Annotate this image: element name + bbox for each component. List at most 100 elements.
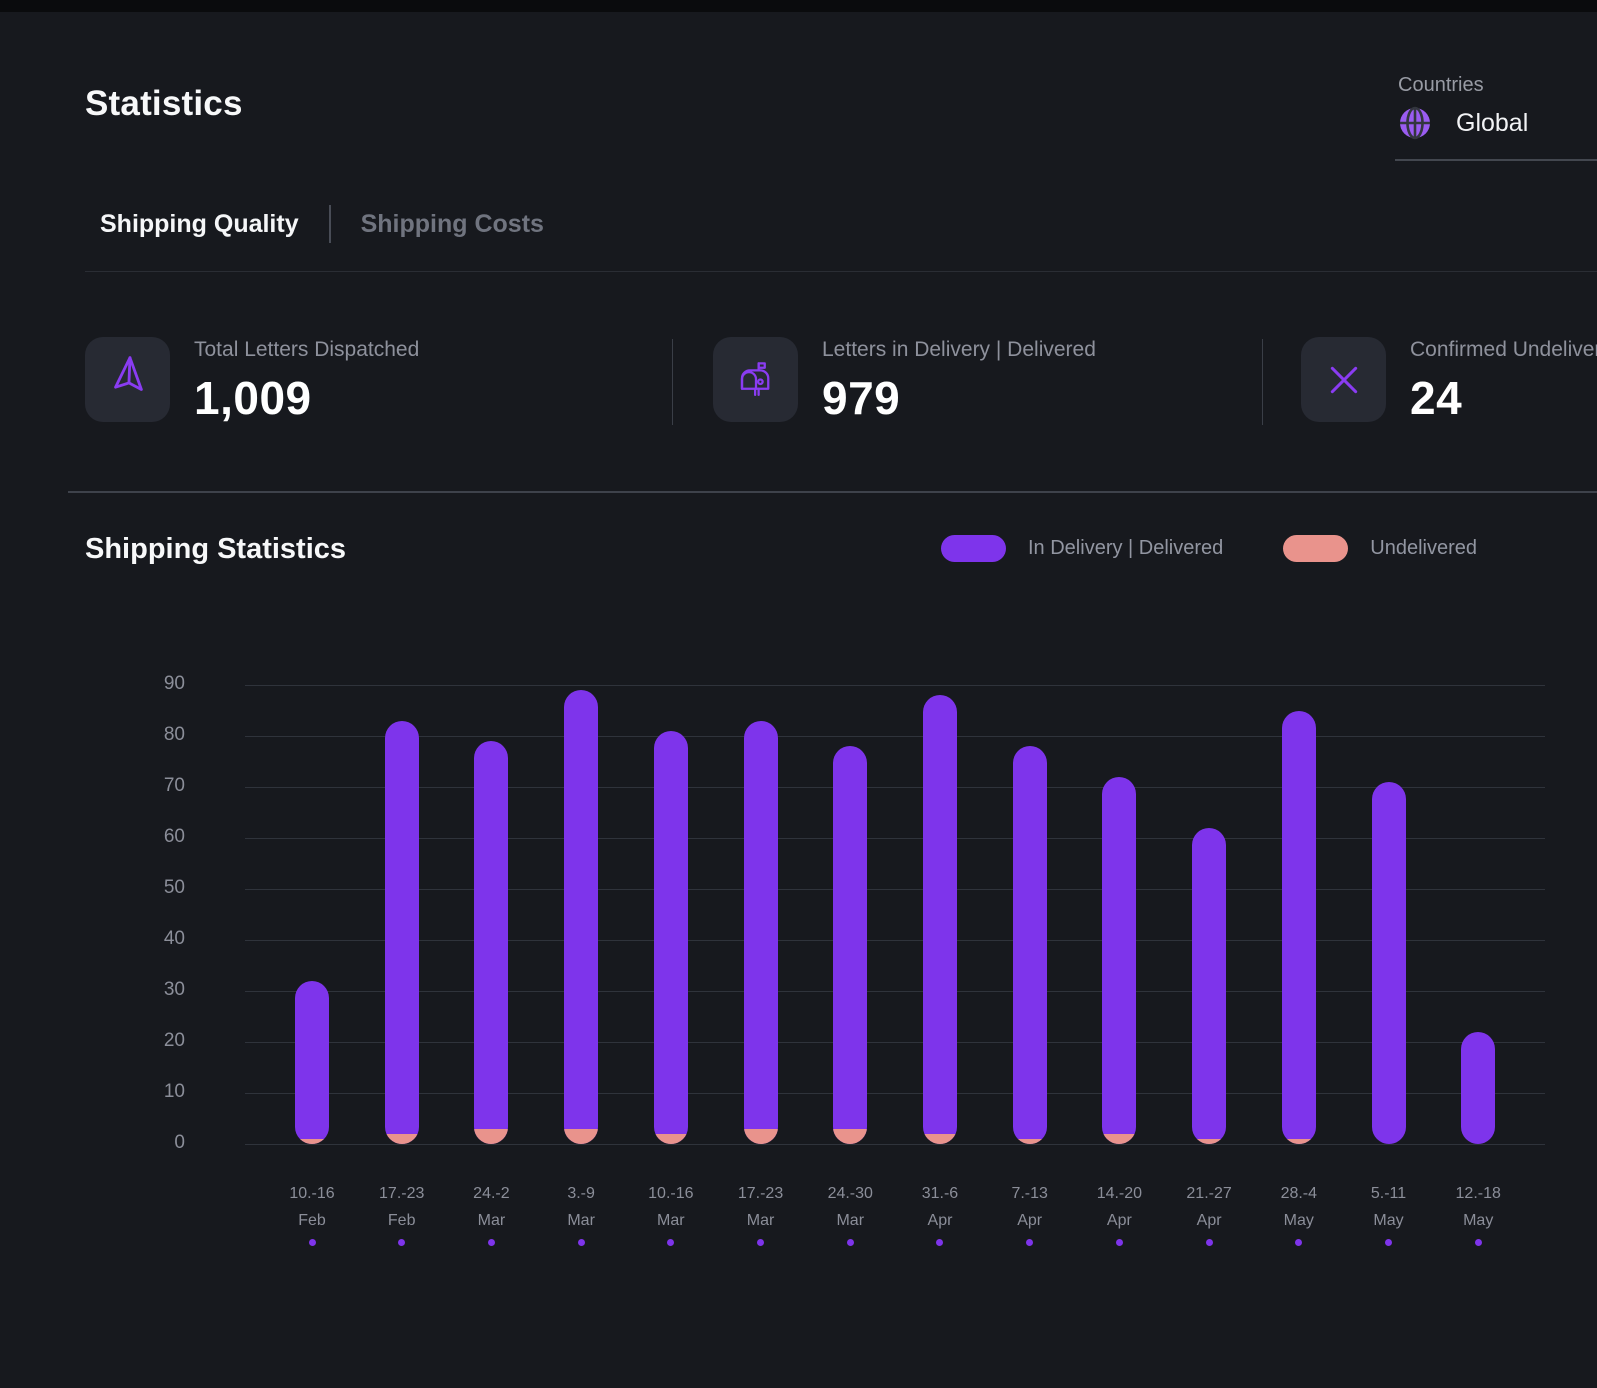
bar-undelivered-segment [1102,1133,1137,1144]
bar-5[interactable] [653,730,688,1144]
bar-14[interactable] [1461,1031,1496,1144]
bar-undelivered-segment [384,1133,419,1144]
week-dot [1295,1239,1303,1246]
x-axis-label: 21.-27 Apr [1186,1185,1232,1229]
week-dot [1115,1239,1123,1246]
y-axis-tick-label: 60 [163,826,185,847]
legend-label: Undelivered [1370,537,1477,559]
bar-undelivered-segment [295,1138,329,1144]
stat-value: 1,009 [194,372,312,424]
week-dot [308,1239,316,1246]
card-divider [1262,339,1263,425]
x-axis-label: 7.-13 Apr [1011,1185,1048,1229]
legend-item-delivered: In Delivery | Delivered [941,535,1223,562]
bar-undelivered-segment [833,1128,868,1144]
bar-undelivered-segment [564,1128,599,1144]
week-dot [1385,1239,1393,1246]
page-title: Statistics [85,84,243,123]
bar-11[interactable] [1192,827,1227,1144]
bar-1[interactable] [295,980,329,1144]
legend-item-undelivered: Undelivered [1283,535,1477,562]
gridline [245,837,1545,839]
bar-undelivered-segment [474,1128,509,1144]
x-axis-label: 10.-16 Mar [648,1185,694,1229]
window-top-strip [0,0,1597,12]
x-icon [1301,337,1386,422]
bar-undelivered-segment [1281,1138,1316,1144]
gridline [245,735,1545,737]
bar-4[interactable] [564,690,599,1144]
tab-bar: Shipping Quality Shipping Costs [100,205,544,243]
y-axis-tick-label: 80 [163,724,185,745]
y-axis-tick-label: 40 [163,928,185,949]
week-dot [846,1239,854,1246]
gridline [245,684,1545,686]
stat-card-in-delivery: Letters in Delivery | Delivered 979 [713,337,1096,425]
gridline [245,990,1545,992]
week-dot [667,1239,675,1246]
week-dot [1474,1239,1482,1246]
x-axis-label: 24.-2 Mar [473,1185,510,1229]
gridline [245,888,1545,890]
week-dot [398,1239,406,1246]
x-axis-label: 17.-23 Mar [737,1185,784,1229]
mailbox-icon [713,337,798,422]
bar-9[interactable] [1012,746,1047,1144]
legend-swatch-delivered [941,535,1006,562]
y-axis-tick-label: 10 [163,1081,185,1102]
bar-undelivered-segment [922,1133,957,1144]
bar-10[interactable] [1102,776,1137,1144]
legend-label: In Delivery | Delivered [1028,537,1224,559]
y-axis-tick-label: 70 [163,775,185,796]
bar-3[interactable] [474,741,509,1144]
chart-title: Shipping Statistics [85,533,347,565]
stat-card-undelivered: Confirmed Undelivered 24 [1301,337,1597,425]
x-axis-label: 10.-16 Feb [289,1185,335,1229]
y-axis-tick-label: 0 [174,1132,185,1153]
bar-2[interactable] [384,720,419,1144]
tabs-divider [85,271,1597,272]
bar-8[interactable] [922,695,957,1144]
stat-card-dispatched: Total Letters Dispatched 1,009 [85,337,419,425]
globe-icon [1396,104,1434,142]
countries-label: Countries [1398,74,1484,96]
stat-value: 979 [822,372,901,424]
week-dot [1205,1239,1213,1246]
send-icon [85,337,170,422]
bar-chart: 0 10 20 30 40 50 60 70 80 90 10.-16 Feb 17.-23 Feb 24.… [0,645,1597,1365]
bar-7[interactable] [833,746,868,1144]
week-dot [487,1239,495,1246]
stat-label: Total Letters Dispatched [194,338,420,361]
bar-13[interactable] [1371,781,1406,1144]
tab-shipping-costs[interactable]: Shipping Costs [360,209,544,238]
country-select[interactable]: Global [1396,104,1528,142]
x-axis-label: 24.-30 Mar [827,1185,873,1229]
x-axis-label: 3.-9 Mar [567,1185,595,1229]
chart-legend: In Delivery | Delivered Undelivered [941,535,1477,562]
x-axis-label: 5.-11 May [1370,1185,1407,1229]
bar-undelivered-segment [1192,1138,1227,1144]
x-axis-label: 28.-4 May [1280,1185,1318,1229]
week-dot [577,1239,585,1246]
bar-12[interactable] [1281,710,1316,1144]
y-axis-tick-label: 50 [163,877,185,898]
gridline [245,1143,1545,1145]
y-axis-tick-label: 90 [163,673,185,694]
country-value: Global [1456,108,1529,137]
card-divider [672,339,673,425]
week-dot [757,1239,765,1246]
bar-undelivered-segment [653,1133,688,1144]
section-divider [68,491,1597,493]
x-axis-label: 17.-23 Feb [379,1185,425,1229]
week-dot [1026,1239,1034,1246]
tab-shipping-quality[interactable]: Shipping Quality [100,209,299,238]
bar-undelivered-segment [743,1128,778,1144]
week-dot [936,1239,944,1246]
bar-undelivered-segment [1012,1138,1047,1144]
gridline [245,1041,1545,1043]
gridline [245,786,1545,788]
bar-6[interactable] [743,720,778,1144]
x-axis-label: 14.-20 Apr [1096,1185,1143,1229]
y-axis-tick-label: 20 [163,1030,185,1051]
x-axis-label: 31.-6 Apr [921,1185,959,1229]
